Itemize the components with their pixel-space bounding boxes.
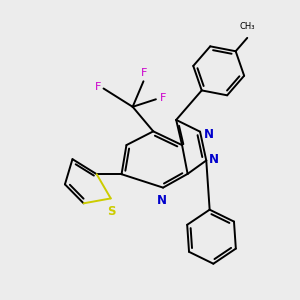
Text: F: F xyxy=(141,68,147,78)
Text: F: F xyxy=(95,82,101,92)
Text: F: F xyxy=(159,93,166,103)
Text: CH₃: CH₃ xyxy=(239,22,255,31)
Text: S: S xyxy=(107,205,116,218)
Text: N: N xyxy=(208,153,219,166)
Text: N: N xyxy=(204,128,214,141)
Text: N: N xyxy=(157,194,166,206)
